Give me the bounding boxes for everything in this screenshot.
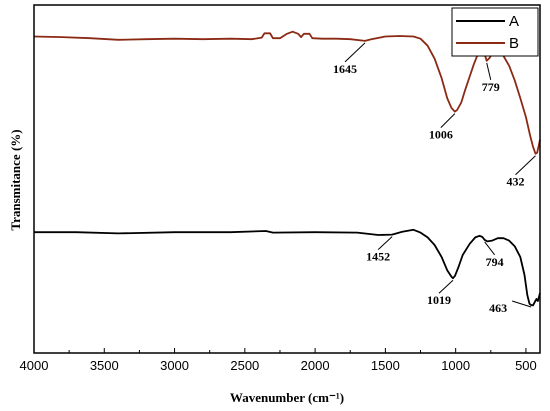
plot-area <box>33 30 541 307</box>
x-tick-label: 1500 <box>371 358 400 373</box>
legend-label-A: A <box>509 13 519 30</box>
annotation-1452: 1452 <box>366 250 390 264</box>
x-tick-label: 2500 <box>230 358 259 373</box>
x-tick-label: 4000 <box>20 358 49 373</box>
series-B-line <box>33 30 541 155</box>
annotation-leader-1645 <box>344 42 366 63</box>
x-tick-label: 2000 <box>301 358 330 373</box>
annotation-leader-1019 <box>438 279 454 294</box>
annotation-1645: 1645 <box>333 62 357 76</box>
annotation-leader-432 <box>515 155 536 176</box>
annotation-leader-1452 <box>377 236 393 250</box>
legend: AB <box>451 7 539 57</box>
annotation-1019: 1019 <box>427 293 451 307</box>
series-A-line <box>34 228 541 307</box>
annotation-leader-463 <box>511 300 532 308</box>
x-axis: 4000 3500 3000 2500 2000 1500 1000 500 <box>20 348 537 373</box>
peak-annotations: 1645 1006 779 432 1452 1019 794 463 <box>333 42 536 315</box>
x-tick-label: 500 <box>515 358 537 373</box>
annotation-432: 432 <box>507 175 525 189</box>
annotation-463: 463 <box>489 301 507 315</box>
annotation-1006: 1006 <box>429 128 453 142</box>
y-axis-title: Transmitance (%) <box>8 129 23 230</box>
legend-box <box>451 7 539 57</box>
x-tick-label: 3500 <box>90 358 119 373</box>
legend-label-B: B <box>509 35 519 52</box>
annotation-794: 794 <box>486 255 504 269</box>
x-tick-label: 3000 <box>160 358 189 373</box>
x-axis-title: Wavenumber (cm⁻¹) <box>230 390 344 405</box>
x-tick-label: 1000 <box>441 358 470 373</box>
annotation-leader-779 <box>486 62 492 80</box>
annotation-leader-794 <box>484 241 496 256</box>
plot-frame <box>33 4 541 354</box>
annotation-leader-1006 <box>440 113 456 128</box>
annotation-779: 779 <box>482 80 500 94</box>
